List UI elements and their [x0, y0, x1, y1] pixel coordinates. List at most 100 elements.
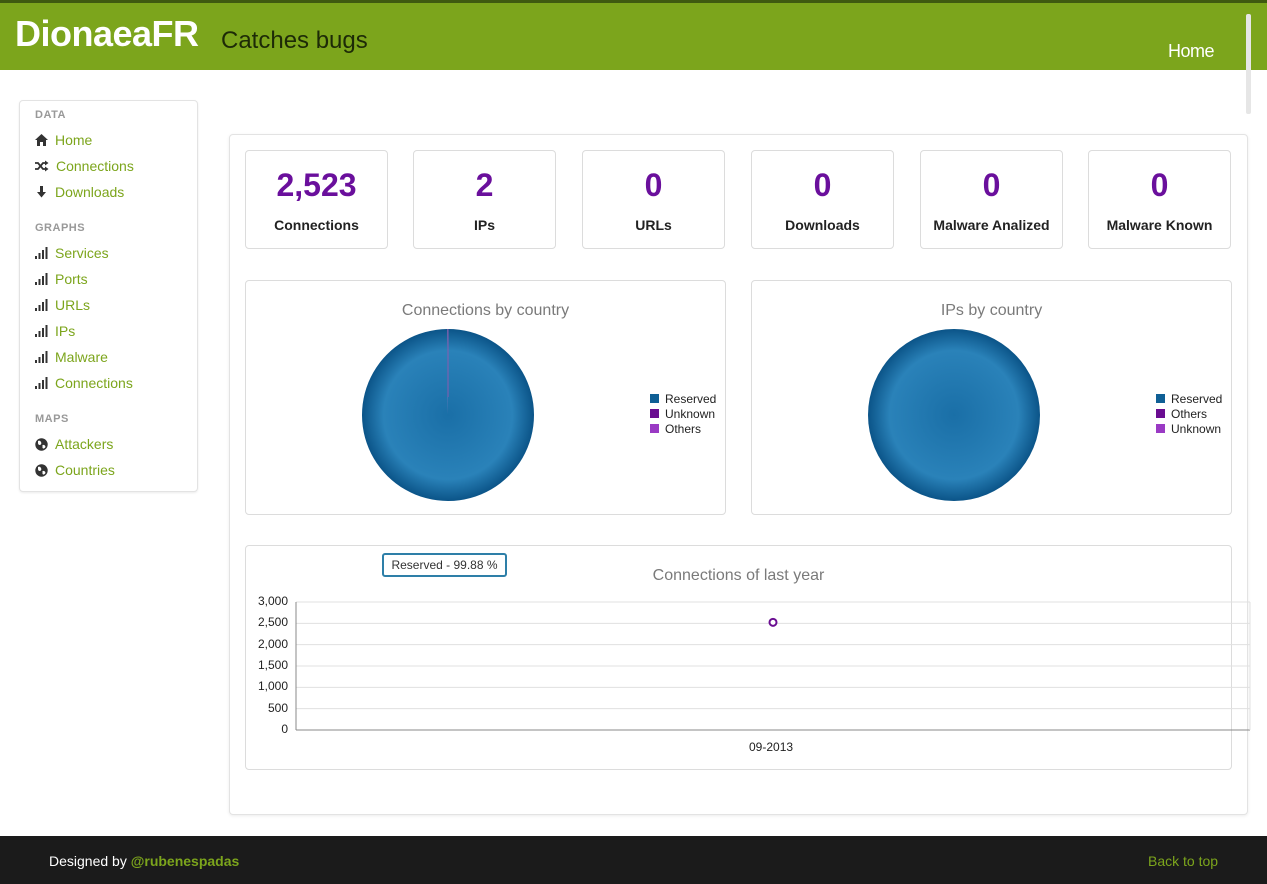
stat-connections: 2,523 Connections	[245, 150, 388, 249]
stat-malware-known: 0 Malware Known	[1088, 150, 1231, 249]
signal-bars-icon	[35, 299, 48, 311]
stat-value: 2	[475, 167, 494, 203]
sidebar-item-malware[interactable]: Malware	[35, 347, 108, 367]
sidebar-item-countries[interactable]: Countries	[35, 460, 115, 480]
chart-title: Connections by country	[401, 302, 570, 319]
connections-by-country-chart: Connections by country Reserved Unknown …	[245, 280, 726, 515]
legend-label: Reserved	[1171, 391, 1223, 406]
stat-ips: 2 IPs	[413, 150, 556, 249]
legend-swatch	[650, 394, 659, 403]
pie-slice-reserved[interactable]	[868, 329, 1040, 501]
back-to-top-link[interactable]: Back to top	[1148, 853, 1219, 869]
stat-downloads: 0 Downloads	[751, 150, 894, 249]
stat-label: IPs	[473, 217, 495, 233]
stat-value: 0	[644, 167, 663, 203]
legend-label: Others	[665, 421, 702, 436]
sidebar-item-label: IPs	[55, 323, 76, 339]
brand-logo[interactable]: DionaeaFR	[15, 13, 199, 54]
signal-bars-icon	[35, 273, 48, 285]
globe-icon	[35, 437, 48, 451]
legend-swatch	[1156, 424, 1165, 433]
chart-title: Connections of last year	[652, 567, 825, 584]
sidebar-item-services[interactable]: Services	[35, 243, 109, 263]
stat-value: 2,523	[276, 167, 357, 203]
footer-credit: Designed by @rubenespadas	[49, 853, 239, 869]
sidebar-item-home[interactable]: Home	[35, 130, 92, 150]
nav-header-maps: MAPS	[35, 413, 69, 425]
legend-label: Unknown	[1171, 421, 1222, 436]
sidebar-item-ips[interactable]: IPs	[35, 321, 75, 341]
pie-slice-reserved[interactable]	[361, 329, 534, 501]
stat-urls: 0 URLs	[582, 150, 725, 249]
stat-label: URLs	[635, 217, 672, 233]
y-tick-label: 2,000	[257, 636, 288, 651]
sidebar-item-attackers[interactable]: Attackers	[35, 434, 113, 454]
sidebar-item-label: Attackers	[55, 436, 114, 452]
legend-item-others[interactable]: Others	[1156, 406, 1222, 421]
y-tick-label: 0	[281, 722, 288, 736]
connections-last-year-chart: Connections of last year	[245, 545, 1232, 770]
pie-slices	[361, 329, 534, 501]
legend-label: Reserved	[665, 391, 717, 406]
footer-designed-by: Designed by	[49, 853, 127, 869]
scrollbar[interactable]	[1246, 14, 1251, 114]
pie-chart	[868, 329, 1040, 501]
stat-label: Connections	[274, 217, 359, 233]
legend-item-others[interactable]: Others	[650, 421, 716, 436]
nav-header-data: DATA	[35, 109, 66, 121]
signal-bars-icon	[35, 325, 48, 337]
globe-icon	[35, 463, 48, 477]
legend-item-unknown[interactable]: Unknown	[1156, 421, 1222, 436]
nav-home-link[interactable]: Home	[1168, 41, 1215, 61]
sidebar-item-urls[interactable]: URLs	[35, 295, 90, 315]
stat-label: Downloads	[785, 217, 860, 233]
signal-bars-icon	[35, 351, 48, 363]
sidebar-item-connections-graph[interactable]: Connections	[35, 373, 133, 393]
legend-swatch	[1156, 409, 1165, 418]
signal-bars-icon	[35, 247, 48, 259]
data-point[interactable]	[768, 617, 778, 627]
line-chart-plot	[295, 601, 1251, 731]
ips-by-country-chart: IPs by country Reserved Others Unknown	[751, 280, 1232, 515]
legend-label: Unknown	[665, 406, 716, 421]
sidebar-item-connections[interactable]: Connections	[35, 156, 134, 176]
sidebar-item-label: Home	[55, 132, 93, 148]
footer: Designed by @rubenespadas Back to top	[0, 836, 1267, 884]
legend-item-reserved[interactable]: Reserved	[650, 391, 716, 406]
sidebar-nav: DATA Home Connections Downloads GRAPHS S…	[19, 100, 198, 492]
y-tick-label: 1,500	[257, 658, 288, 672]
footer-author-link[interactable]: @rubenespadas	[130, 853, 240, 869]
legend-item-unknown[interactable]: Unknown	[650, 406, 716, 421]
y-tick-label: 1,000	[257, 679, 288, 694]
legend-label: Others	[1171, 406, 1208, 421]
signal-bars-icon	[35, 377, 48, 389]
sidebar-item-label: Countries	[55, 462, 115, 478]
shuffle-icon	[35, 160, 49, 172]
legend-swatch	[650, 409, 659, 418]
chart-title: IPs by country	[940, 302, 1043, 319]
sidebar-item-label: Malware	[55, 349, 108, 365]
sidebar-item-label: Connections	[55, 375, 133, 391]
sidebar-item-label: Services	[55, 245, 109, 261]
sidebar-item-label: Ports	[55, 271, 88, 287]
stat-malware-analized: 0 Malware Analized	[920, 150, 1063, 249]
stat-label: Malware Known	[1106, 217, 1213, 233]
sidebar-item-downloads[interactable]: Downloads	[35, 182, 124, 202]
home-icon	[35, 134, 48, 146]
chart-legend: Reserved Unknown Others	[650, 391, 716, 436]
sidebar-item-label: Downloads	[55, 184, 125, 200]
legend-swatch	[1156, 394, 1165, 403]
sidebar-item-ports[interactable]: Ports	[35, 269, 88, 289]
sidebar-item-label: Connections	[56, 158, 134, 174]
pie-chart	[361, 329, 534, 501]
chart-tooltip: Reserved - 99.88 %	[382, 553, 507, 577]
legend-swatch	[650, 424, 659, 433]
stat-value: 0	[813, 167, 832, 203]
y-tick-label: 3,000	[257, 594, 288, 608]
stat-label: Malware Analized	[933, 217, 1050, 233]
nav-header-graphs: GRAPHS	[35, 222, 86, 234]
legend-item-reserved[interactable]: Reserved	[1156, 391, 1222, 406]
stat-value: 0	[1150, 167, 1169, 203]
brand-tagline: Catches bugs	[221, 27, 368, 54]
chart-legend: Reserved Others Unknown	[1156, 391, 1222, 436]
